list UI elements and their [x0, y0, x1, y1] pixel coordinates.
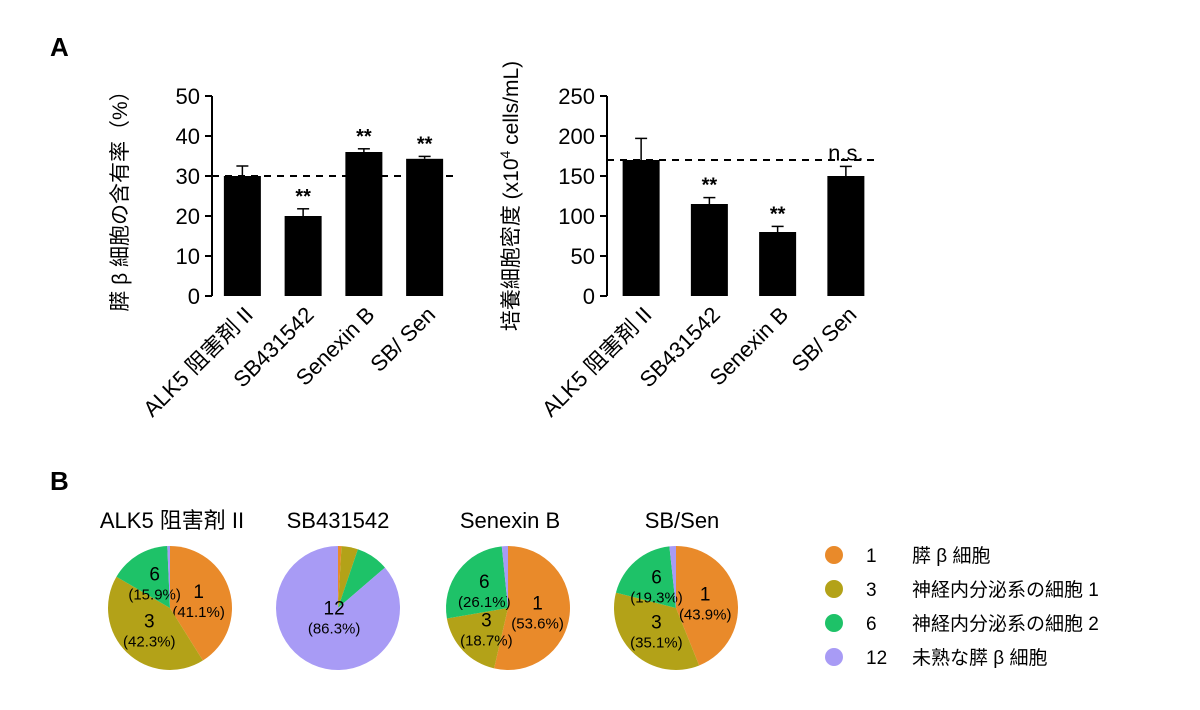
y-tick-label: 250: [558, 84, 595, 109]
y-tick-label: 100: [558, 204, 595, 229]
legend-label: 膵 β 細胞: [912, 545, 991, 567]
pie-slice: [338, 549, 386, 608]
bar: [622, 160, 660, 296]
legend-label: 神経内分泌系の細胞 1: [912, 579, 1099, 601]
bar: [827, 176, 865, 296]
pie-slice: [614, 592, 700, 670]
pie-slice-percent: (26.1%): [458, 594, 511, 611]
pie-legend: 1 膵 β 細胞 3 神経内分泌系の細胞 1 6 神経内分泌系の細胞 2 12 未熟な膵 β …: [825, 545, 1099, 669]
x-tick-label: SB/ Sen: [365, 302, 440, 377]
legend-cluster-number: 6: [866, 614, 877, 635]
pie-slice-label: 12: [324, 598, 345, 619]
y-tick-label: 0: [188, 284, 200, 309]
bar: [223, 176, 261, 296]
pie-slice-percent: (53.6%): [511, 615, 564, 632]
panel-label-b: B: [50, 466, 69, 496]
pie-slice: [501, 546, 508, 608]
pie-slice-percent: (15.9%): [128, 587, 181, 604]
pie-slice-label: 3: [651, 612, 662, 633]
pie-title: SB/Sen: [645, 508, 720, 533]
pie-slice-percent: (86.3%): [308, 620, 361, 637]
bar: [690, 204, 728, 296]
pie-slice: [338, 546, 342, 608]
bar-chart-1-ylabel: 膵 β 細胞の含有率（%）: [109, 80, 132, 311]
bar-chart-2-ylabel-sup: 4: [497, 150, 513, 158]
y-tick-label: 50: [571, 244, 595, 269]
legend-cluster-number: 12: [866, 648, 887, 669]
pie-slice: [276, 546, 401, 670]
bar: [345, 152, 383, 296]
pie-slice-percent: (18.7%): [460, 632, 513, 649]
pie-slice-label: 1: [193, 582, 204, 603]
y-tick-label: 40: [176, 124, 200, 149]
pie-title: Senexin B: [460, 508, 560, 533]
legend-swatch: [825, 614, 843, 632]
legend-label: 神経内分泌系の細胞 2: [912, 613, 1099, 635]
y-tick-label: 10: [176, 244, 200, 269]
pie-slice-percent: (43.9%): [679, 606, 732, 623]
pie-slice: [446, 546, 508, 619]
pie-slice-percent: (41.1%): [172, 604, 225, 621]
y-tick-label: 200: [558, 124, 595, 149]
pie-slice: [167, 546, 170, 608]
pie-slice-label: 1: [532, 593, 543, 614]
legend-cluster-number: 1: [866, 546, 877, 567]
legend-cluster-number: 3: [866, 580, 877, 601]
pie-charts: ALK5 阻害剤 II1(41.1%)3(42.3%)6(15.9%)SB431…: [100, 508, 738, 670]
pie-title: SB431542: [287, 508, 390, 533]
pie-slice-label: 6: [479, 572, 490, 593]
pie-slice: [338, 546, 358, 608]
significance-label: **: [770, 203, 786, 225]
bar-chart-2-ylabel: 培養細胞密度 (x104 cells/mL): [497, 61, 523, 331]
bar: [284, 216, 322, 296]
x-tick-label: SB/ Sen: [787, 302, 862, 377]
y-tick-label: 50: [176, 84, 200, 109]
pie-slice: [116, 546, 170, 608]
bar-chart-2-ylabel-pre: 培養細胞密度 (x10: [500, 158, 523, 331]
pie-slice: [669, 546, 676, 608]
x-tick-label: ALK5 阻害剤 II: [537, 302, 657, 422]
pie-slice: [615, 546, 676, 608]
pie-slice-label: 6: [149, 565, 160, 586]
significance-label: **: [417, 133, 433, 155]
significance-label: **: [702, 175, 718, 197]
bar: [406, 158, 444, 296]
pie-title: ALK5 阻害剤 II: [100, 508, 244, 533]
y-tick-label: 150: [558, 164, 595, 189]
pie-slice-label: 6: [651, 567, 662, 588]
pie-slice: [494, 546, 571, 670]
pie-slice: [446, 608, 508, 669]
pie-slice-percent: (19.3%): [630, 589, 683, 606]
legend-swatch: [825, 648, 843, 666]
pie-slice-label: 3: [481, 610, 492, 631]
pie-slice-percent: (35.1%): [630, 634, 683, 651]
significance-label: **: [356, 126, 372, 148]
ns-label: n.s.: [828, 140, 863, 165]
legend-label: 未熟な膵 β 細胞: [912, 647, 1048, 669]
pie-slice: [108, 576, 203, 670]
y-tick-label: 0: [583, 284, 595, 309]
pie-slice: [170, 546, 232, 661]
bar-chart-2-ylabel-post: cells/mL): [500, 61, 523, 151]
significance-label: **: [295, 186, 311, 208]
pie-slice-label: 3: [144, 611, 155, 632]
pie-slice-label: 1: [700, 584, 711, 605]
pie-slice: [676, 546, 738, 666]
legend-swatch: [825, 546, 843, 564]
legend-swatch: [825, 580, 843, 598]
y-tick-label: 20: [176, 204, 200, 229]
bar: [759, 232, 797, 296]
y-tick-label: 30: [176, 164, 200, 189]
pie-slice-percent: (42.3%): [123, 633, 176, 650]
panel-label-a: A: [50, 32, 69, 62]
